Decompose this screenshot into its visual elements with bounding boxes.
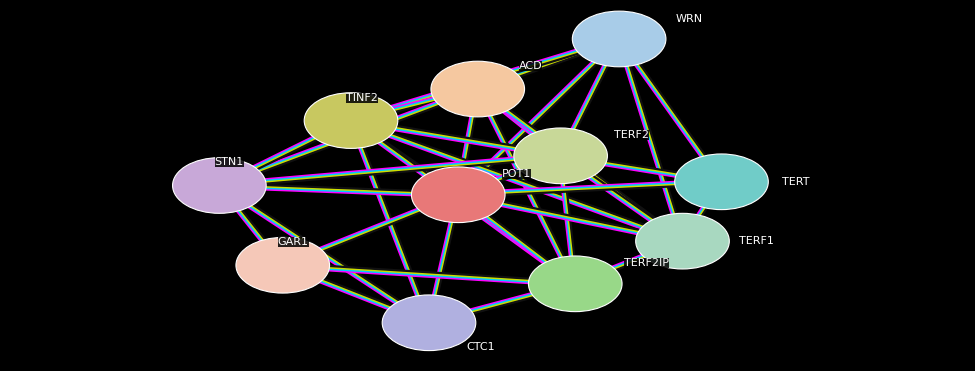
Ellipse shape bbox=[528, 256, 622, 312]
Text: GAR1: GAR1 bbox=[278, 237, 309, 247]
Text: TERT: TERT bbox=[782, 177, 809, 187]
Ellipse shape bbox=[304, 93, 398, 148]
Ellipse shape bbox=[675, 154, 768, 210]
Text: CTC1: CTC1 bbox=[466, 342, 494, 352]
Ellipse shape bbox=[514, 128, 607, 184]
Ellipse shape bbox=[382, 295, 476, 351]
Text: POT1: POT1 bbox=[502, 170, 531, 179]
Text: STN1: STN1 bbox=[214, 158, 244, 167]
Text: WRN: WRN bbox=[676, 14, 703, 23]
Ellipse shape bbox=[572, 11, 666, 67]
Text: TERF2: TERF2 bbox=[614, 131, 649, 140]
Text: TERF2IP: TERF2IP bbox=[624, 259, 669, 268]
Ellipse shape bbox=[173, 158, 266, 213]
Ellipse shape bbox=[411, 167, 505, 223]
Text: ACD: ACD bbox=[519, 61, 542, 71]
Ellipse shape bbox=[431, 61, 525, 117]
Text: TINF2: TINF2 bbox=[346, 93, 378, 102]
Ellipse shape bbox=[236, 237, 330, 293]
Text: TERF1: TERF1 bbox=[739, 236, 774, 246]
Ellipse shape bbox=[636, 213, 729, 269]
